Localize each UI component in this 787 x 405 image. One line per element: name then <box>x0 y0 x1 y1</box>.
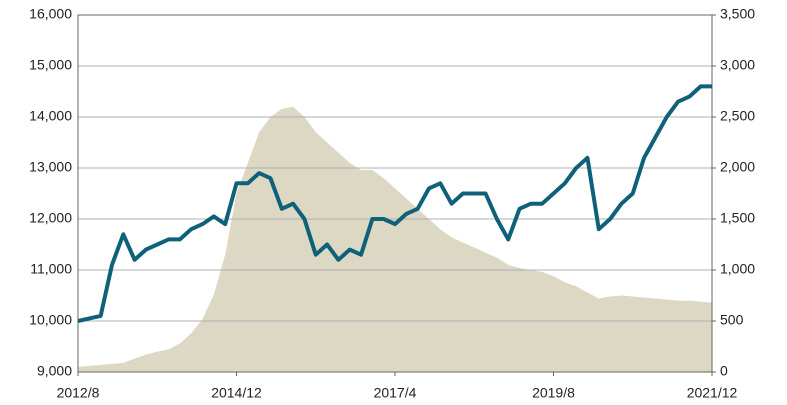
area <box>78 106 712 373</box>
y2-tick-label: 0 <box>720 363 728 379</box>
y-tick-label: 9,000 <box>37 363 72 379</box>
y2-tick-label: 1,000 <box>720 261 755 277</box>
y-tick-label: 16,000 <box>29 6 72 22</box>
y-tick-label: 10,000 <box>29 312 72 328</box>
x-tick-label: 2017/4 <box>374 385 417 401</box>
line <box>77 84 712 323</box>
x-tick-label: 2012/8 <box>57 385 100 401</box>
x-tick-label: 2019/8 <box>532 385 575 401</box>
y-tick-label: 12,000 <box>29 210 72 226</box>
y-tick-label: 15,000 <box>29 57 72 73</box>
y-tick-label: 13,000 <box>29 159 72 175</box>
y2-tick-label: 2,000 <box>720 159 755 175</box>
y2-tick-label: 1,500 <box>720 210 755 226</box>
x-tick-label: 2021/12 <box>687 385 738 401</box>
y2-tick-label: 2,500 <box>720 108 755 124</box>
x-tick-label: 2014/12 <box>211 385 262 401</box>
y2-tick-label: 3,500 <box>720 6 755 22</box>
y2-tick-label: 500 <box>720 312 744 328</box>
y2-tick-label: 3,000 <box>720 57 755 73</box>
y-tick-label: 14,000 <box>29 108 72 124</box>
y-tick-label: 11,000 <box>30 261 72 277</box>
